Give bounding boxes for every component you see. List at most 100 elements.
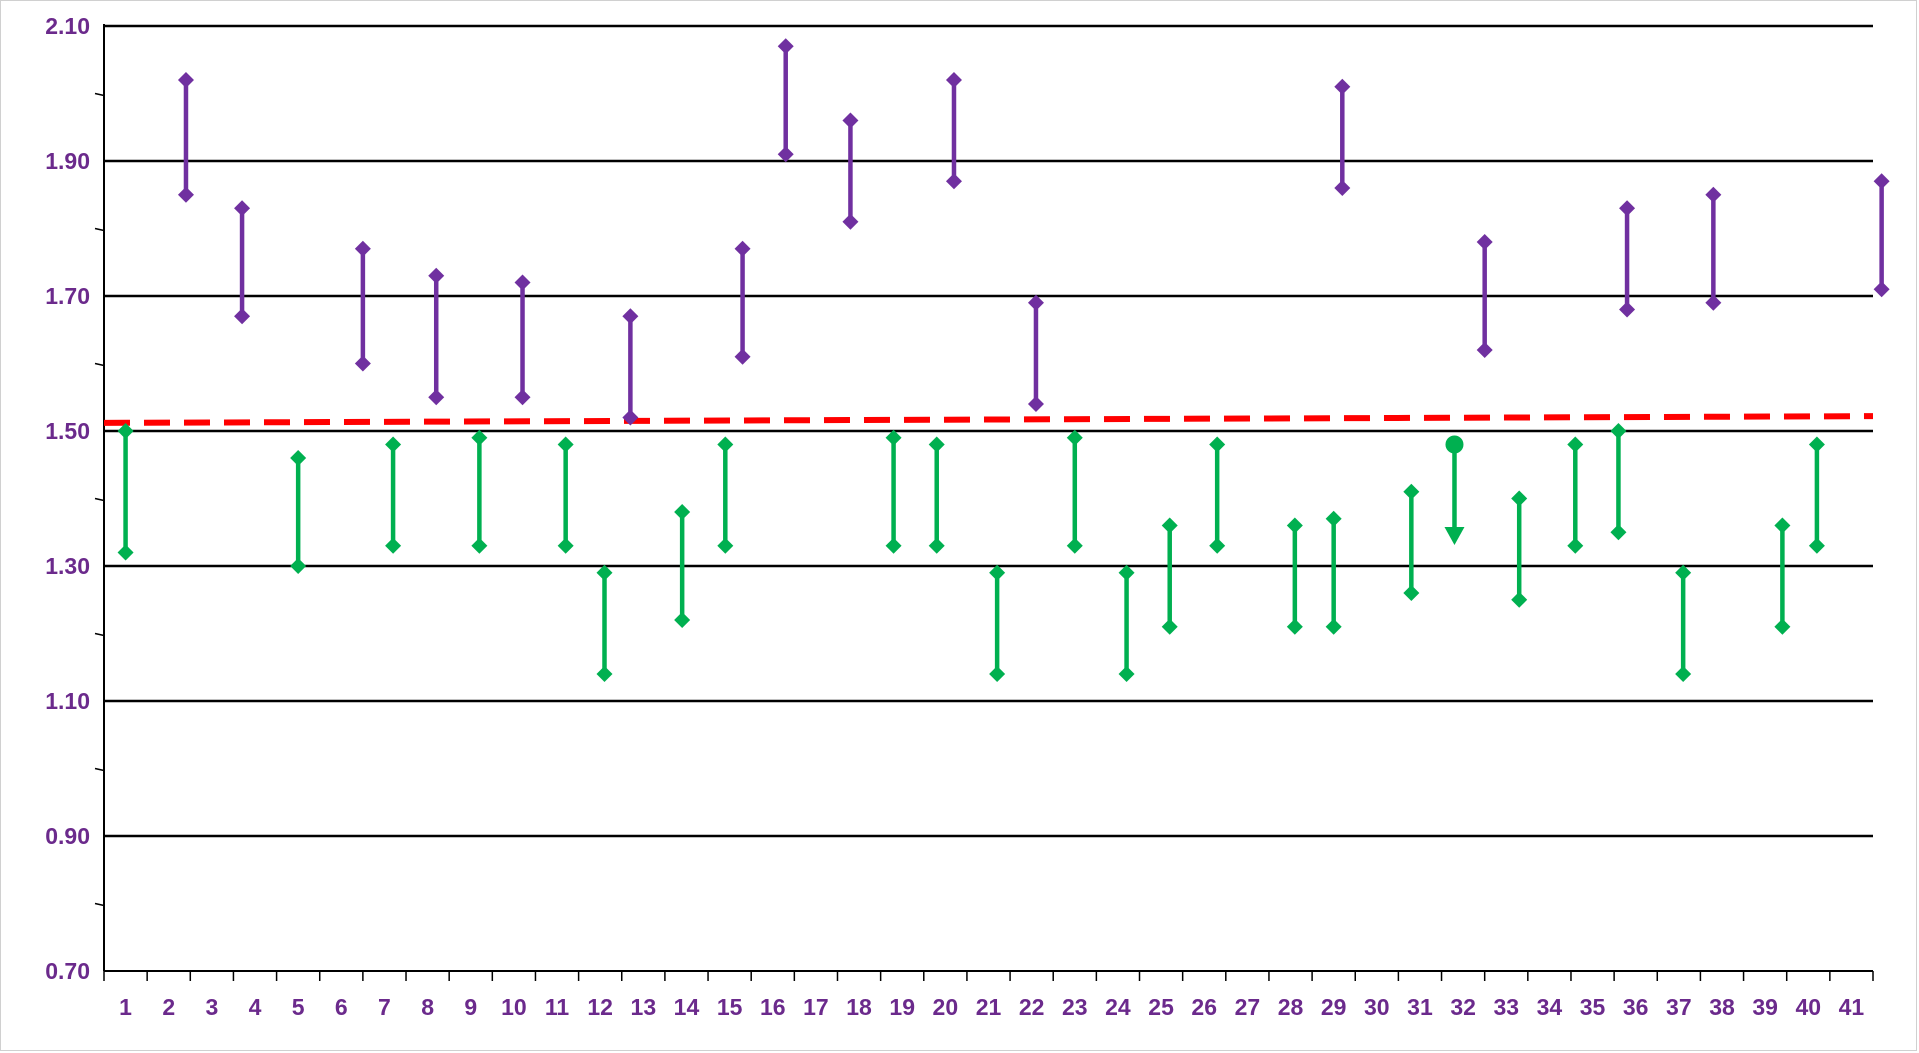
above-low-marker	[622, 409, 639, 426]
x-tick-label: 1	[119, 994, 132, 1020]
above-range	[734, 240, 751, 365]
below-low-marker	[928, 537, 945, 554]
below-high-marker	[557, 436, 574, 453]
x-tick-label: 24	[1105, 994, 1131, 1020]
above-low-marker	[1619, 301, 1636, 318]
below-high-marker	[928, 436, 945, 453]
below-high-marker	[1808, 436, 1825, 453]
below-range	[557, 436, 574, 554]
y-minor-tick	[94, 227, 105, 232]
x-tick-label: 14	[674, 994, 700, 1020]
above-high-marker	[945, 72, 962, 88]
x-tick-label: 13	[631, 994, 657, 1020]
below-high-marker	[1567, 436, 1584, 453]
above-range	[1873, 173, 1890, 298]
above-high-marker	[1476, 234, 1493, 250]
x-tick-label: 2	[162, 994, 175, 1020]
above-range	[1027, 294, 1044, 412]
below-low-marker	[1325, 618, 1342, 635]
above-high-marker	[1619, 200, 1636, 217]
above-range	[177, 72, 194, 203]
below-low-marker	[1209, 537, 1226, 554]
below-high-marker	[885, 429, 902, 446]
x-tick-label: 26	[1191, 994, 1217, 1020]
below-low-marker	[1567, 537, 1584, 554]
above-high-marker	[1705, 186, 1722, 203]
x-tick-label: 29	[1321, 994, 1347, 1020]
below-high-marker	[1675, 564, 1692, 581]
x-tick-label: 9	[464, 994, 477, 1020]
below-low-marker	[117, 544, 134, 561]
below-high-marker	[989, 564, 1006, 581]
x-tick-label: 37	[1666, 994, 1692, 1020]
below-high-marker	[1161, 517, 1178, 534]
below-low-marker	[1403, 585, 1420, 601]
y-minor-tick	[94, 497, 105, 502]
below-low-marker	[290, 558, 307, 574]
above-high-marker	[734, 240, 751, 257]
below-high-marker	[1774, 517, 1791, 534]
below-low-marker	[1118, 666, 1135, 682]
below-low-marker	[1808, 537, 1825, 554]
y-tick-labels: 0.70 0.90 1.10 1.30 1.50 1.70 1.90 2.10	[45, 13, 90, 984]
y-tick-label: 0.70	[45, 958, 90, 984]
x-tick-label: 10	[501, 994, 527, 1020]
above-low-marker	[734, 348, 751, 365]
x-tick-label: 6	[335, 994, 348, 1020]
below-range	[290, 450, 307, 574]
below-high-marker	[674, 504, 691, 520]
above-low-marker	[1873, 281, 1890, 298]
x-tick-labels: 1 2 3 4 5 6 7 8 9 10 11 12 13 14 15 16 17 18 19 20 21 22 23 24 2…	[119, 994, 1864, 1020]
below-range	[1774, 517, 1791, 635]
below-range	[1675, 564, 1692, 682]
below-low-marker	[557, 537, 574, 554]
above-range	[1334, 78, 1351, 196]
below-high-marker	[717, 436, 734, 453]
below-series	[117, 423, 1825, 682]
below-range	[885, 429, 902, 554]
x-tick-label: 4	[249, 994, 262, 1020]
below-low-marker	[1161, 618, 1178, 635]
x-tick-label: 25	[1148, 994, 1174, 1020]
above-low-marker	[842, 213, 859, 230]
below-high-marker	[1209, 436, 1226, 453]
below-range	[1325, 510, 1342, 635]
below-arrow-marker	[1444, 527, 1465, 545]
above-range	[514, 274, 531, 406]
above-range	[842, 112, 859, 230]
above-low-marker	[1027, 396, 1044, 412]
below-high-marker	[471, 429, 488, 446]
below-high-marker	[1066, 429, 1083, 446]
x-tick-label: 3	[205, 994, 218, 1020]
x-tick-label: 15	[717, 994, 743, 1020]
below-high-marker	[596, 564, 613, 581]
x-tick-label: 36	[1623, 994, 1649, 1020]
above-range	[234, 200, 251, 325]
y-tick-label: 2.10	[45, 13, 90, 39]
below-low-marker	[674, 612, 691, 628]
below-high-marker	[1325, 510, 1342, 527]
x-tick-label: 33	[1493, 994, 1519, 1020]
x-tick-label: 18	[846, 994, 872, 1020]
above-low-marker	[354, 355, 371, 372]
x-tick-label: 38	[1709, 994, 1735, 1020]
below-range	[1209, 436, 1226, 554]
above-range	[428, 267, 445, 406]
x-tick-label: 5	[292, 994, 305, 1020]
below-low-marker	[717, 537, 734, 554]
above-low-marker	[514, 389, 531, 406]
below-range	[1808, 436, 1825, 554]
above-range	[622, 308, 639, 426]
below-low-marker	[596, 666, 613, 682]
below-low-marker	[1610, 524, 1627, 541]
below-high-marker	[1286, 517, 1303, 534]
y-tick-label: 1.90	[45, 148, 90, 174]
x-tick-label: 41	[1839, 994, 1865, 1020]
below-high-marker	[290, 450, 307, 466]
below-range	[1066, 429, 1083, 554]
below-low-marker	[385, 537, 402, 554]
below-range	[1610, 423, 1627, 541]
below-range	[928, 436, 945, 554]
x-tick-label: 8	[421, 994, 434, 1020]
below-high-marker	[385, 436, 402, 453]
